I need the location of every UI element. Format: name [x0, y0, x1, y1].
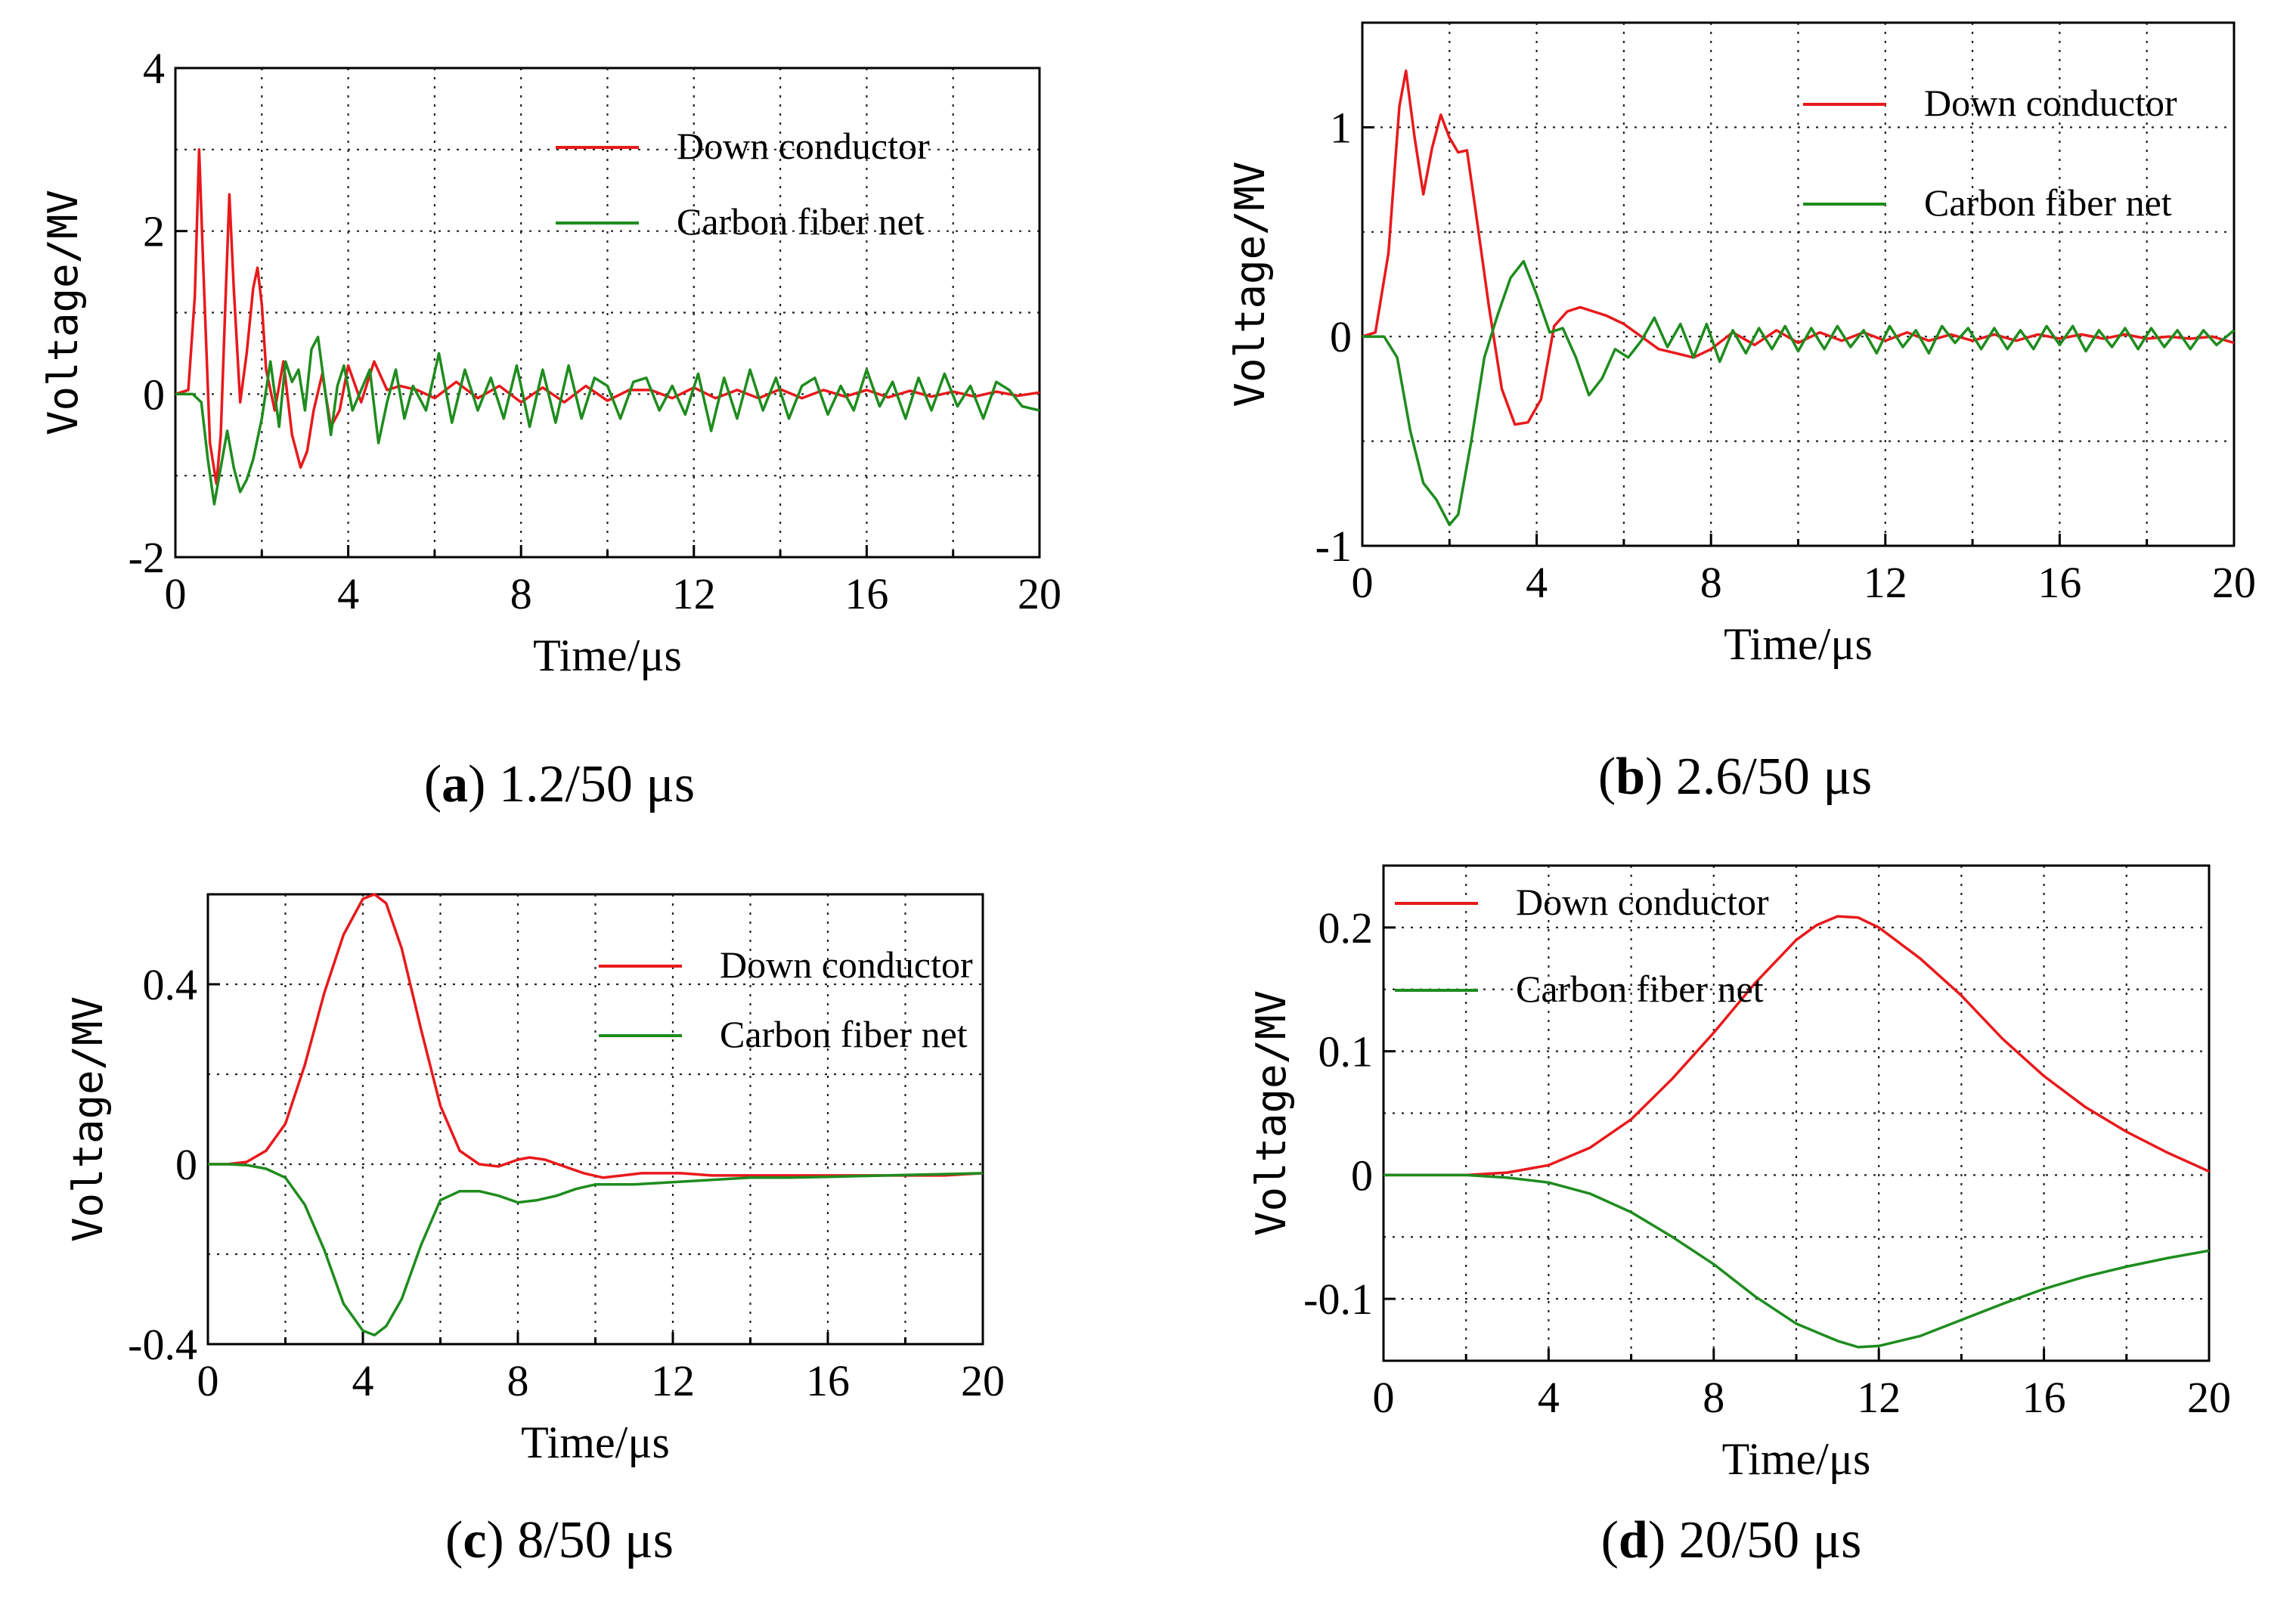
- x-tick-label: 8: [507, 1356, 529, 1405]
- x-tick-label: 20: [961, 1356, 1005, 1405]
- x-tick-label: 16: [2022, 1373, 2066, 1422]
- x-tick-label: 4: [352, 1356, 374, 1405]
- series-line-carbon-fiber-net: [208, 1163, 984, 1337]
- caption-letter: a: [442, 755, 468, 813]
- x-tick-label: 12: [672, 569, 716, 618]
- x-tick-label: 16: [2037, 558, 2081, 607]
- x-tick-label: 20: [2187, 1373, 2231, 1422]
- legend-label: Down conductor: [720, 943, 973, 986]
- x-tick-label: 0: [1352, 558, 1374, 607]
- caption-paren-open: (: [445, 1511, 463, 1569]
- x-tick-label: 12: [651, 1356, 695, 1405]
- y-tick-label: 0: [143, 370, 165, 419]
- caption-paren-close: ): [468, 755, 485, 813]
- legend-label: Carbon fiber net: [1516, 968, 1764, 1010]
- x-tick-label: 20: [2212, 558, 2256, 607]
- caption-paren-open: (: [424, 755, 442, 813]
- x-axis-label: Time/μs: [533, 630, 682, 680]
- y-tick-label: 0: [1330, 312, 1352, 361]
- y-axis-label: Voltage/MV: [1226, 161, 1274, 407]
- y-axis-label: Voltage/MV: [39, 190, 87, 435]
- y-tick-label: -0.4: [128, 1320, 197, 1369]
- x-tick-label: 0: [165, 569, 187, 618]
- y-tick-label: 0: [175, 1140, 197, 1189]
- x-axis-label: Time/μs: [1724, 619, 1873, 669]
- caption-paren-open: (: [1598, 748, 1616, 806]
- series-line-down-conductor: [175, 148, 1040, 485]
- series-line-down-conductor: [1362, 69, 2235, 426]
- series-line-carbon-fiber-net: [1383, 1173, 2210, 1349]
- caption-text: 20/50 μs: [1665, 1511, 1861, 1569]
- series-line-down-conductor: [208, 893, 984, 1179]
- subfigure-caption: (c) 8/50 μs: [445, 1511, 674, 1569]
- legend-label: Down conductor: [677, 125, 930, 167]
- caption-letter: b: [1616, 748, 1645, 806]
- caption-paren-open: (: [1601, 1511, 1619, 1569]
- x-tick-label: 20: [1018, 569, 1061, 618]
- caption-paren-close: ): [1645, 748, 1662, 806]
- x-tick-label: 4: [1526, 558, 1548, 607]
- x-tick-label: 16: [844, 569, 888, 618]
- x-tick-label: 8: [1703, 1373, 1724, 1422]
- y-axis-label: Voltage/MV: [64, 996, 112, 1242]
- x-tick-label: 12: [1857, 1373, 1901, 1422]
- y-tick-label: 0.2: [1318, 903, 1374, 953]
- series-line-carbon-fiber-net: [1362, 259, 2236, 527]
- caption-paren-close: ): [1648, 1511, 1665, 1569]
- legend-label: Carbon fiber net: [720, 1013, 968, 1055]
- x-tick-label: 4: [337, 569, 359, 618]
- caption-paren-close: ): [486, 1511, 504, 1569]
- x-tick-label: 12: [1864, 558, 1907, 607]
- x-tick-label: 8: [1700, 558, 1722, 607]
- y-tick-label: 0.4: [143, 960, 198, 1009]
- y-axis-label: Voltage/MV: [1247, 990, 1295, 1236]
- chart-d: 0 4 8 12 16 20-0.100.10.2Time/μsVoltage/MVDow…: [1247, 864, 2231, 1569]
- series-line-down-conductor: [1383, 915, 2210, 1177]
- legend-label: Down conductor: [1516, 881, 1769, 923]
- series-line-carbon-fiber-net: [175, 336, 1040, 506]
- y-tick-label: 0: [1351, 1151, 1373, 1200]
- x-tick-label: 8: [510, 569, 532, 618]
- x-axis-label: Time/μs: [1722, 1434, 1871, 1484]
- caption-letter: c: [463, 1511, 486, 1569]
- x-tick-label: 4: [1538, 1373, 1560, 1422]
- x-axis-label: Time/μs: [521, 1417, 670, 1467]
- subfigure-caption: (a) 1.2/50 μs: [424, 755, 695, 813]
- legend-label: Carbon fiber net: [1924, 181, 2172, 224]
- x-tick-label: 16: [806, 1356, 850, 1405]
- x-tick-label: 0: [197, 1356, 219, 1405]
- caption-text: 2.6/50 μs: [1662, 748, 1872, 806]
- x-tick-label: 0: [1373, 1373, 1395, 1422]
- legend-label: Down conductor: [1924, 82, 2177, 124]
- caption-text: 1.2/50 μs: [485, 755, 695, 813]
- caption-letter: d: [1619, 1511, 1648, 1569]
- y-tick-label: -0.1: [1303, 1275, 1373, 1324]
- legend-label: Carbon fiber net: [677, 200, 925, 243]
- caption-text: 8/50 μs: [504, 1511, 674, 1569]
- subfigure-caption: (d) 20/50 μs: [1601, 1511, 1862, 1569]
- y-tick-label: 0.1: [1318, 1027, 1374, 1077]
- y-tick-label: 1: [1330, 103, 1352, 152]
- y-tick-label: -2: [129, 533, 165, 582]
- y-tick-label: 2: [143, 207, 165, 256]
- subfigure-caption: (b) 2.6/50 μs: [1598, 748, 1872, 806]
- y-tick-label: -1: [1315, 522, 1352, 571]
- y-tick-label: 4: [143, 44, 165, 93]
